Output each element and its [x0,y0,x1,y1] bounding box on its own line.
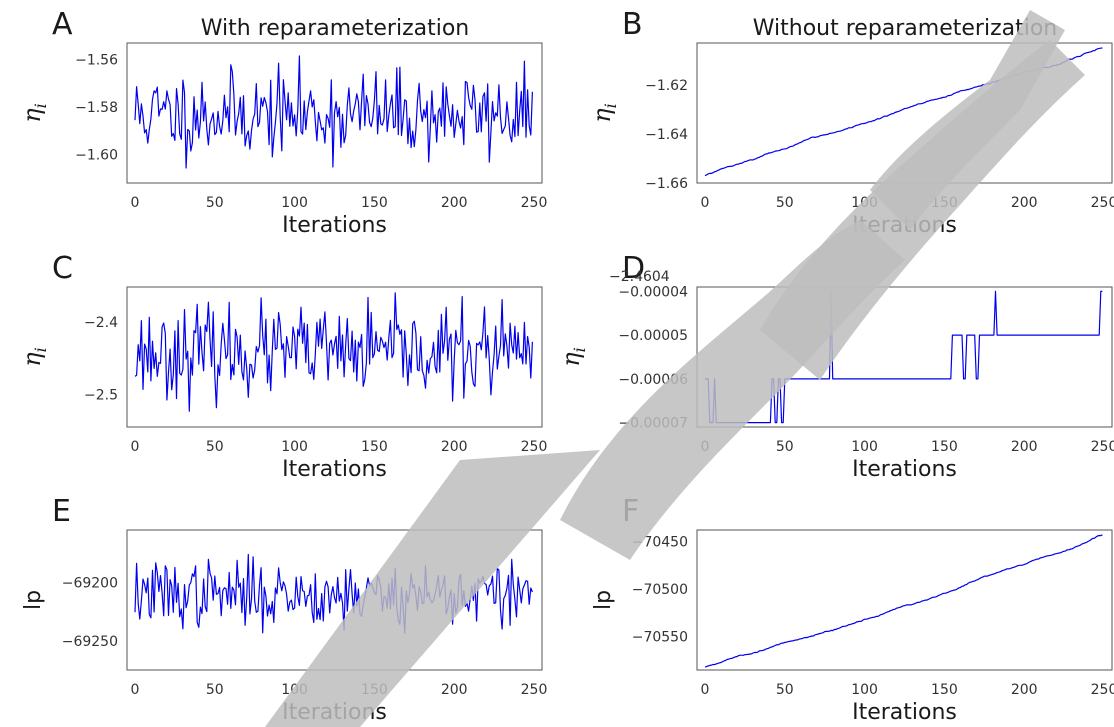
plot-frame-c [126,286,543,428]
x-tick-label: 100 [281,439,308,455]
plot-frame-a [126,42,543,184]
panel-letter-e: E [52,494,71,529]
y-axis-label: ηi [18,347,50,367]
series-line-f [704,534,1103,668]
x-tick-label: 150 [931,682,958,698]
x-tick-label: 250 [1091,195,1114,211]
x-tick-label: 200 [441,439,468,455]
y-axis-label: ηi [588,103,620,123]
y-tick-label: −70450 [632,534,688,550]
chart-panel-f: 0 50 100 150 200 250 −70550 −70500 −70450 Iterati… [591,529,1114,725]
y-tick-label: −70550 [632,630,688,646]
y-tick-label: −2.4 [84,315,118,331]
column-title-right: Without reparameterization [753,16,1058,41]
panel-letter-a: A [52,7,73,42]
watermark-stroke-4 [870,10,1065,230]
x-tick-label: 150 [931,439,958,455]
x-tick-label: 50 [776,682,794,698]
chart-panel-a: 0 50 100 150 200 250 −1.60 −1.58 −1.56 Iterations… [18,42,548,238]
x-tick-label: 200 [441,682,468,698]
x-tick-label: 250 [521,195,548,211]
y-tick-label: −0.00005 [618,328,688,344]
column-title-left: With reparameterization [201,16,469,41]
x-tick-label: 150 [361,439,388,455]
y-tick-label: −0.00004 [618,284,688,300]
x-axis-label: Iterations [852,700,957,725]
panel-letter-c: C [52,251,73,286]
x-tick-label: 0 [701,682,710,698]
chart-panel-c: 0 50 100 150 200 250 −2.5 −2.4 Iterations ηi [18,286,548,482]
y-axis-label: lp [21,590,46,610]
series-line-d [705,290,1103,424]
y-axis-label: ηi [557,347,589,367]
x-tick-label: 0 [131,439,140,455]
x-tick-label: 200 [1011,195,1038,211]
x-tick-label: 250 [521,439,548,455]
x-axis-label: Iterations [282,457,387,482]
y-tick-label: −1.66 [645,176,688,192]
x-axis-label: Iterations [852,457,957,482]
y-axis-label: lp [591,590,616,610]
x-axis-label: Iterations [282,213,387,238]
x-tick-label: 50 [206,682,224,698]
x-tick-label: 0 [701,195,710,211]
x-tick-label: 50 [776,439,794,455]
panel-letter-b: B [622,7,643,42]
y-tick-label: −69200 [62,576,118,592]
x-tick-label: 100 [281,195,308,211]
x-tick-label: 50 [776,195,794,211]
y-tick-label: −1.56 [75,53,118,69]
x-tick-label: 250 [1091,682,1114,698]
x-tick-label: 50 [206,195,224,211]
y-offset-label: −2.4604 [609,269,670,285]
series-line-c [134,292,533,412]
watermark [265,10,1085,727]
x-tick-label: 0 [131,682,140,698]
y-tick-label: −1.64 [645,127,688,143]
x-tick-label: 50 [206,439,224,455]
series-line-a [134,55,533,169]
plot-frame-f [696,529,1113,671]
y-tick-label: −69250 [62,634,118,650]
y-tick-label: −2.5 [84,387,118,403]
watermark-stroke-1 [265,450,600,727]
x-tick-label: 100 [851,439,878,455]
x-tick-label: 150 [361,195,388,211]
series-line-e [134,553,533,634]
x-tick-label: 200 [1011,439,1038,455]
panel-letter-d: D [622,251,645,286]
x-tick-label: 200 [1011,682,1038,698]
x-tick-label: 250 [521,682,548,698]
x-tick-label: 250 [1091,439,1114,455]
x-tick-label: 0 [131,195,140,211]
x-tick-label: 200 [441,195,468,211]
y-tick-label: −1.60 [75,148,118,164]
y-axis-label: ηi [18,103,50,123]
y-tick-label: −1.62 [645,78,688,94]
y-tick-label: −70500 [632,582,688,598]
x-tick-label: 100 [851,682,878,698]
y-tick-label: −1.58 [75,100,118,116]
